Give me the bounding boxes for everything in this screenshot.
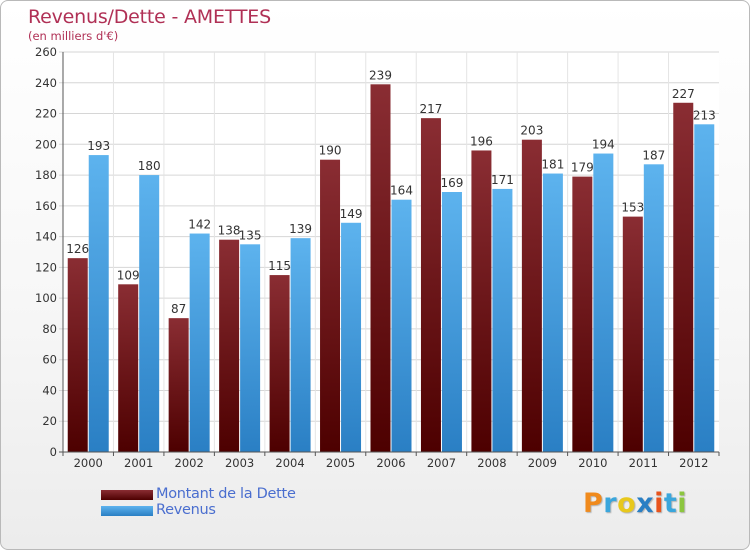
y-tick-label: 40	[42, 383, 57, 397]
y-tick-label: 20	[42, 414, 57, 428]
bar-revenus	[391, 199, 412, 452]
bars	[67, 84, 715, 453]
y-tick-label: 160	[35, 199, 57, 213]
data-label-revenus: 180	[138, 159, 161, 173]
bar-dette	[673, 102, 694, 453]
y-tick-label: 100	[35, 291, 57, 305]
data-label-dette: 239	[369, 68, 392, 82]
x-tick-label: 2000	[74, 456, 103, 470]
y-tick-label: 240	[35, 76, 57, 90]
bar-dette	[320, 159, 341, 452]
bar-revenus	[441, 192, 462, 452]
data-label-dette: 190	[319, 144, 342, 158]
data-label-revenus: 194	[592, 138, 615, 152]
data-label-dette: 138	[218, 224, 241, 238]
data-label-revenus: 149	[340, 207, 363, 221]
bar-revenus	[139, 175, 160, 453]
bar-dette	[67, 258, 88, 452]
x-tick-label: 2009	[528, 456, 557, 470]
x-tick-label: 2002	[175, 456, 204, 470]
axes: 0 20 40 60 80 100 120 140 160 180 200 220 240 260 2000…	[35, 45, 720, 470]
data-label-dette: 115	[268, 259, 291, 273]
data-label-dette: 109	[117, 268, 140, 282]
bar-dette	[521, 139, 542, 452]
bar-revenus	[643, 164, 664, 453]
x-tick-label: 2007	[427, 456, 456, 470]
bar-revenus	[88, 155, 109, 453]
y-tick-label: 260	[35, 45, 57, 59]
data-label-revenus: 139	[289, 222, 312, 236]
data-label-dette: 153	[621, 201, 644, 215]
bar-dette	[572, 176, 593, 452]
bar-revenus	[189, 233, 210, 452]
y-tick-label: 80	[42, 322, 57, 336]
data-label-dette: 203	[520, 124, 543, 138]
plot-area	[63, 52, 719, 452]
data-label-revenus: 193	[87, 139, 110, 153]
bar-revenus	[240, 244, 261, 452]
x-tick-label: 2003	[225, 456, 254, 470]
legend-swatch-dette	[101, 490, 153, 500]
bar-revenus	[694, 124, 715, 453]
bar-revenus	[290, 238, 311, 452]
x-tick-label: 2010	[578, 456, 607, 470]
y-tick-label: 60	[42, 353, 57, 367]
data-label-dette: 217	[420, 102, 443, 116]
chart-subtitle: (en milliers d'€)	[28, 29, 119, 43]
bar-dette	[471, 150, 492, 452]
data-label-dette: 87	[171, 302, 186, 316]
data-label-revenus: 181	[541, 158, 564, 172]
legend-label-revenus: Revenus	[156, 502, 216, 518]
data-label-revenus: 213	[693, 108, 716, 122]
data-label-dette: 179	[571, 161, 594, 175]
bar-dette	[168, 318, 189, 452]
y-tick-label: 140	[35, 230, 57, 244]
bar-dette	[269, 275, 290, 452]
bar-revenus	[492, 188, 513, 452]
data-label-dette: 126	[66, 242, 89, 256]
data-label-revenus: 135	[239, 228, 262, 242]
data-label-revenus: 164	[390, 184, 413, 198]
legend-swatch-revenus	[101, 506, 153, 516]
chart-title: Revenus/Dette - AMETTES	[28, 6, 271, 28]
x-tick-label: 2011	[629, 456, 658, 470]
x-tick-label: 2006	[376, 456, 405, 470]
y-tick-label: 0	[50, 445, 57, 459]
bar-dette	[219, 239, 240, 452]
bar-dette	[420, 118, 441, 453]
bar-revenus	[341, 222, 362, 452]
x-tick-label: 2005	[326, 456, 355, 470]
bar-dette	[118, 284, 139, 452]
data-label-dette: 196	[470, 134, 493, 148]
data-label-dette: 227	[672, 87, 695, 101]
y-tick-label: 120	[35, 260, 57, 274]
bar-revenus	[593, 153, 614, 453]
bar-dette	[622, 216, 643, 452]
data-label-revenus: 187	[642, 148, 665, 162]
x-tick-label: 2001	[124, 456, 153, 470]
x-tick-label: 2012	[679, 456, 708, 470]
y-tick-label: 200	[35, 137, 57, 151]
legend-label-dette: Montant de la Dette	[156, 486, 296, 502]
data-label-revenus: 171	[491, 173, 514, 187]
data-label-revenus: 169	[441, 176, 464, 190]
x-tick-label: 2008	[477, 456, 506, 470]
bar-revenus	[542, 173, 563, 453]
data-label-revenus: 142	[188, 218, 211, 232]
bar-dette	[370, 84, 391, 453]
proxiti-logo: Proxiti	[583, 488, 688, 519]
y-tick-label: 180	[35, 168, 57, 182]
y-tick-label: 220	[35, 107, 57, 121]
x-tick-label: 2004	[275, 456, 304, 470]
